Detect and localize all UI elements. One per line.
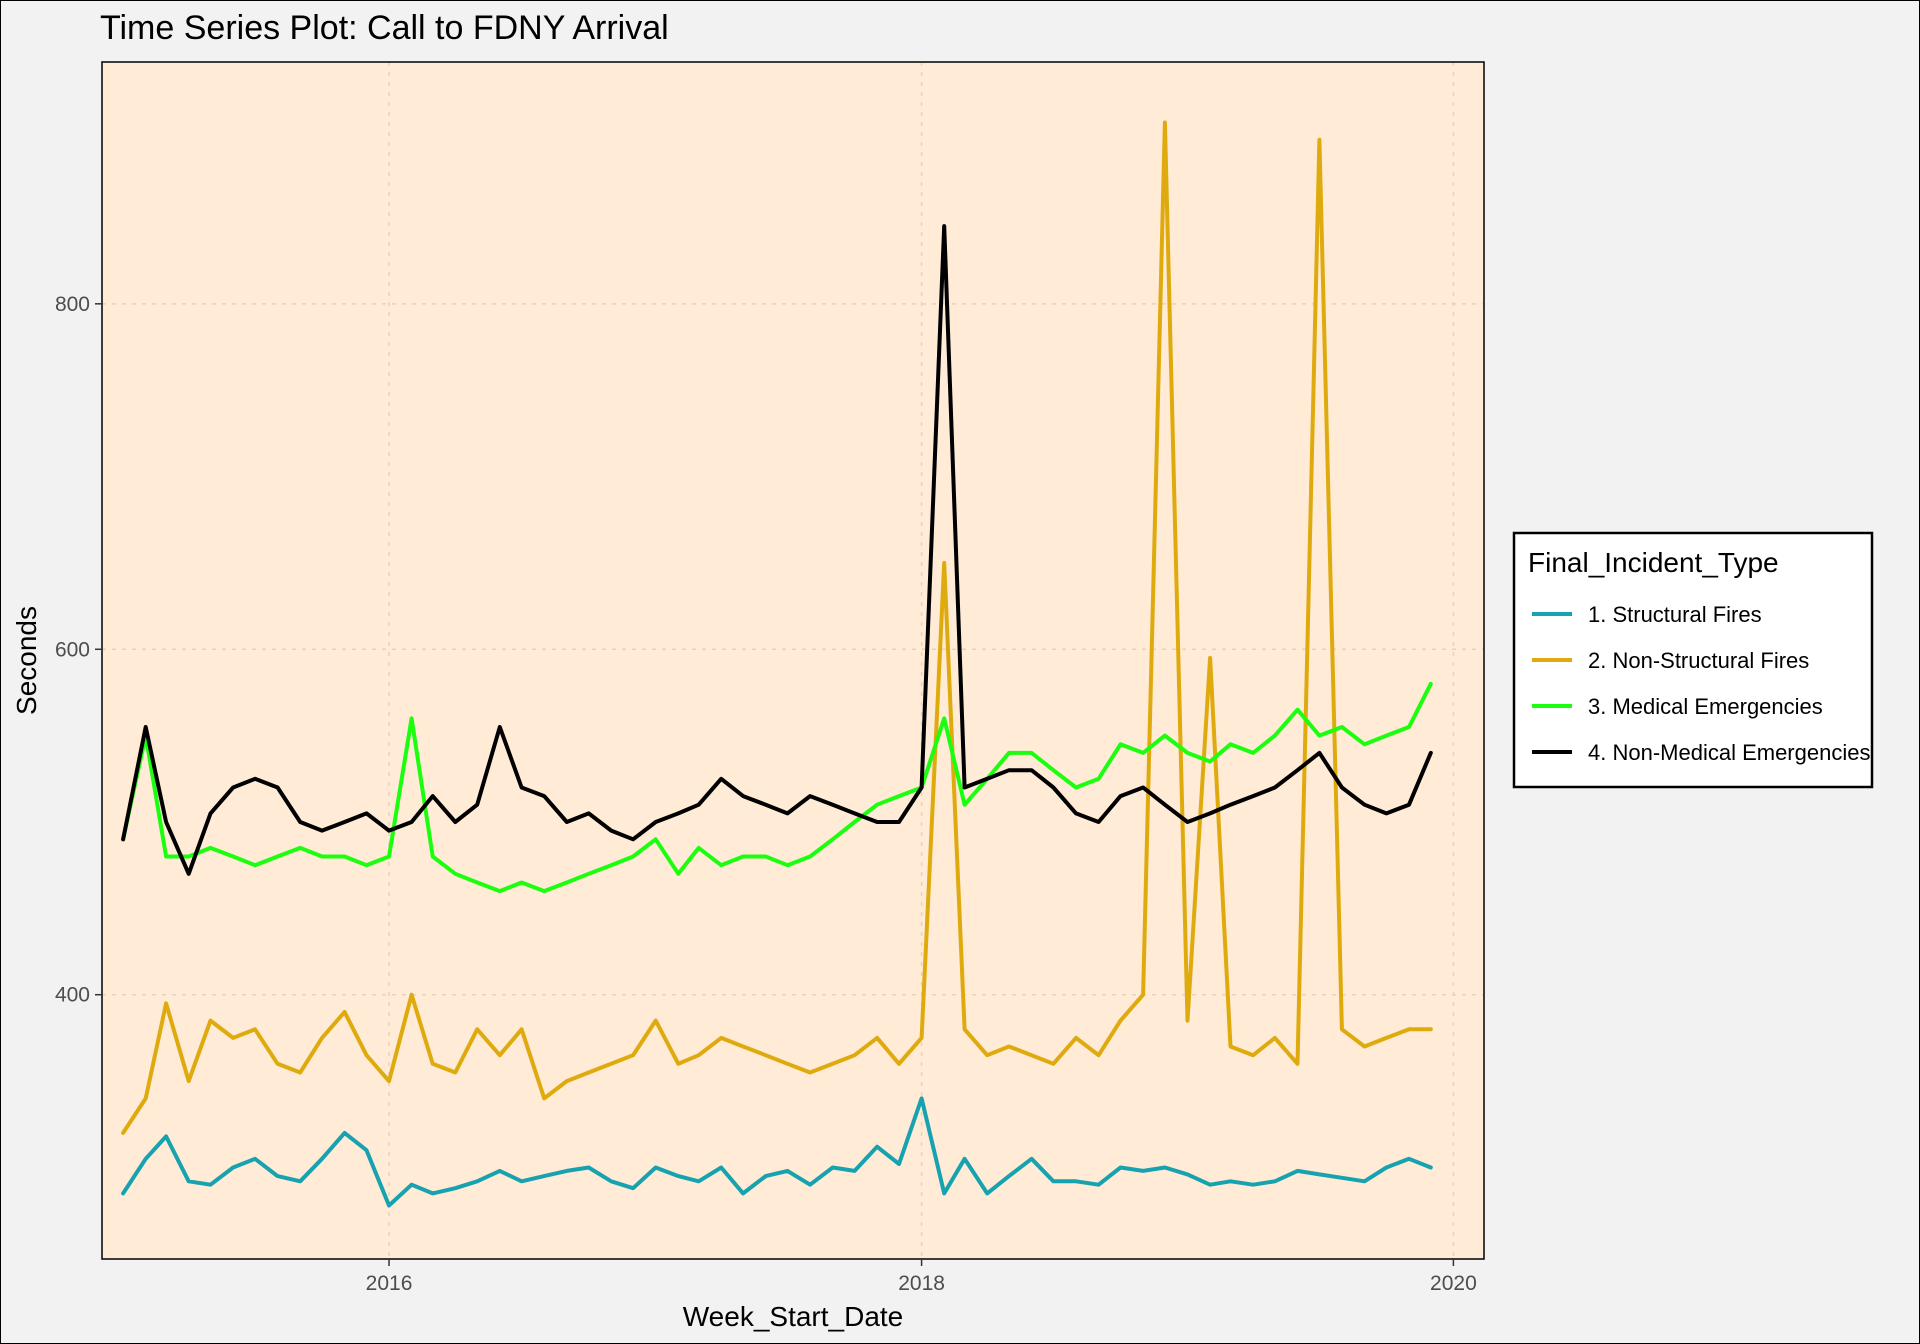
x-tick-label: 2020 — [1430, 1272, 1477, 1295]
series-line-2 — [121, 120, 1433, 1135]
x-axis-title: Week_Start_Date — [683, 1301, 904, 1332]
y-tick-label: 800 — [55, 293, 90, 316]
legend-title: Final_Incident_Type — [1528, 547, 1779, 578]
axis-ticks: 2016 2018 2020 400 600 800 — [55, 293, 1477, 1295]
series-line-1 — [121, 1096, 1433, 1208]
plot-panel — [102, 62, 1484, 1259]
legend: Final_Incident_Type 1. Structural Fires 2… — [1512, 531, 1874, 789]
panel-border — [101, 61, 1485, 1260]
legend-label-2: 2. Non-Structural Fires — [1588, 648, 1809, 673]
x-tick-label: 2018 — [898, 1272, 945, 1295]
series-line-4 — [121, 224, 1433, 876]
legend-box — [1512, 531, 1874, 789]
y-tick-label: 600 — [55, 638, 90, 661]
panel-background — [102, 62, 1484, 1259]
series-lines — [121, 120, 1433, 1208]
y-axis-title: Seconds — [11, 606, 42, 715]
legend-label-3: 3. Medical Emergencies — [1588, 694, 1823, 719]
x-tick-label: 2016 — [366, 1272, 413, 1295]
y-tick-label: 400 — [55, 984, 90, 1007]
legend-label-1: 1. Structural Fires — [1588, 602, 1762, 627]
series-line-3 — [121, 681, 1433, 894]
chart-title: Time Series Plot: Call to FDNY Arrival — [100, 9, 669, 47]
legend-label-4: 4. Non-Medical Emergencies — [1588, 740, 1870, 765]
grid — [102, 62, 1484, 1259]
